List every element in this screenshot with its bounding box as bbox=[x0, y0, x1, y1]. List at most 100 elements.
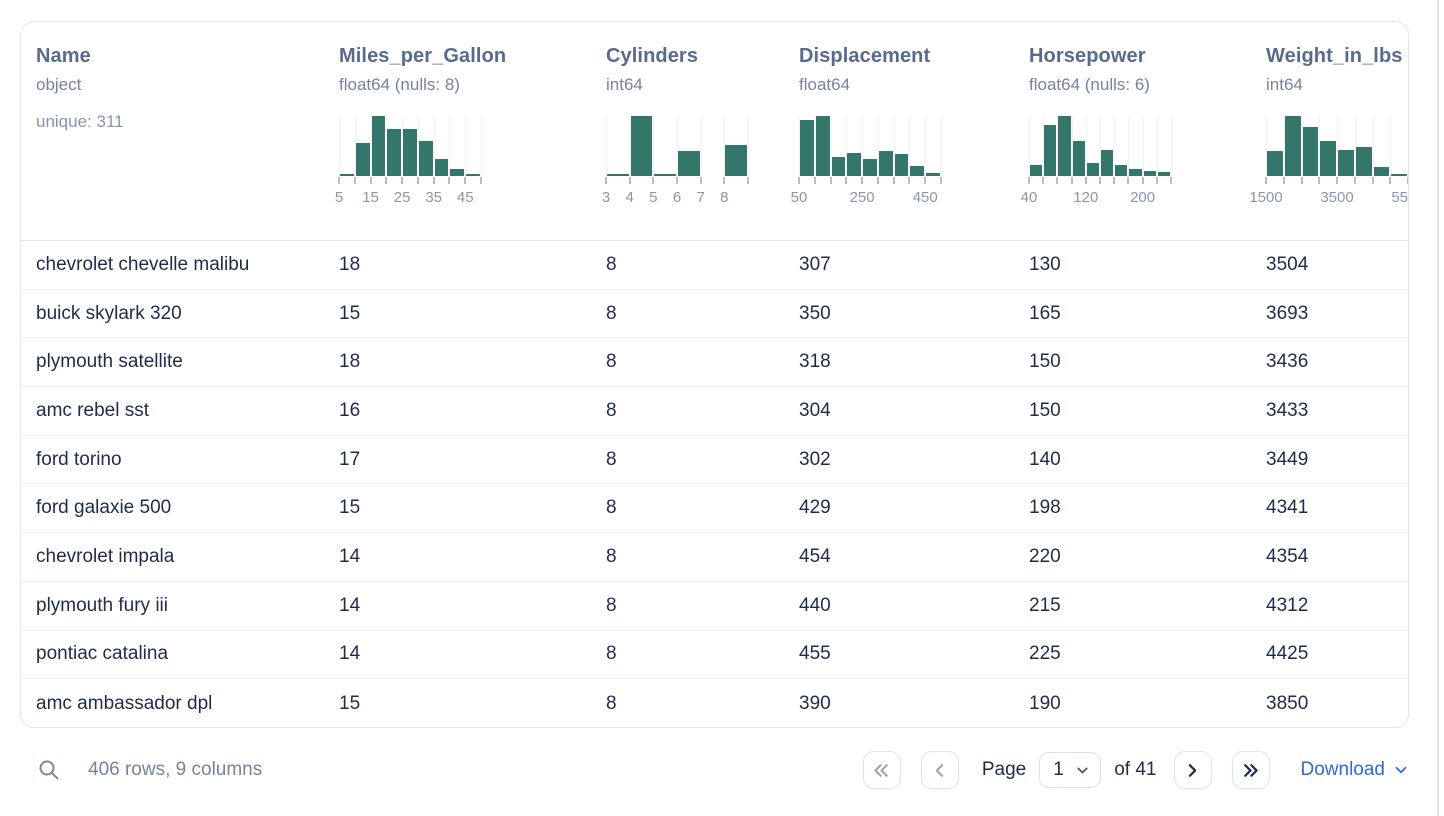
column-dtype: int64 bbox=[1266, 75, 1303, 94]
page-total-label: of 41 bbox=[1114, 759, 1157, 780]
hist-tick-label: 200 bbox=[1130, 189, 1156, 206]
histogram-gridline bbox=[925, 116, 927, 176]
hist-bar bbox=[847, 152, 862, 176]
histogram: 5 15 25 35 45 bbox=[335, 116, 482, 207]
hist-bar-slot bbox=[402, 116, 418, 176]
histogram-gridline bbox=[402, 116, 404, 176]
histogram-tick-labels: 50 250 450 bbox=[791, 189, 941, 207]
histogram-gridline bbox=[1372, 116, 1374, 176]
hist-bar bbox=[355, 143, 370, 176]
table-cell: 14 bbox=[339, 545, 361, 567]
table-cell: chevrolet chevelle malibu bbox=[36, 253, 250, 275]
histogram-gridline bbox=[1114, 116, 1116, 176]
table-cell: 455 bbox=[799, 643, 831, 665]
axis-tick bbox=[1265, 177, 1267, 184]
hist-bar-slot bbox=[339, 116, 355, 176]
axis-tick bbox=[1371, 177, 1374, 184]
column-title: Miles_per_Gallon bbox=[339, 45, 507, 67]
histogram-bars bbox=[606, 116, 748, 176]
hist-bar bbox=[1030, 165, 1043, 176]
histogram-gridline bbox=[1071, 116, 1073, 176]
axis-tick bbox=[338, 177, 340, 184]
hist-bar-slot bbox=[1284, 116, 1302, 176]
histogram-gridline bbox=[1142, 116, 1144, 176]
table-cell: 8 bbox=[606, 351, 617, 373]
column-title: Displacement bbox=[799, 45, 931, 67]
download-button[interactable]: Download bbox=[1301, 759, 1411, 781]
first-page-button[interactable] bbox=[862, 751, 901, 789]
hist-tick-label: 7 bbox=[696, 189, 705, 206]
histogram-plot bbox=[1266, 116, 1408, 176]
chevrons-right-icon bbox=[1244, 763, 1258, 777]
hist-bar-slot bbox=[894, 116, 910, 176]
axis-tick bbox=[1056, 177, 1059, 184]
axis-tick bbox=[723, 177, 726, 184]
histogram-gridline bbox=[1390, 116, 1392, 176]
column-title: Cylinders bbox=[606, 45, 699, 67]
column-header-weight-in-lbs[interactable]: Weight_in_lbs int64 1500 3500 5500 bbox=[1249, 45, 1408, 240]
table-cell: 215 bbox=[1029, 594, 1061, 616]
hist-bar-slot bbox=[465, 116, 481, 176]
histogram-gridline bbox=[877, 116, 879, 176]
hist-bar bbox=[1355, 147, 1372, 176]
hist-bar-slot bbox=[1373, 116, 1391, 176]
hist-bar bbox=[894, 154, 909, 176]
hist-tick-label: 25 bbox=[393, 189, 411, 206]
previous-page-button[interactable] bbox=[920, 751, 959, 789]
histogram-plot bbox=[606, 116, 749, 176]
table-cell: 3449 bbox=[1266, 448, 1309, 470]
table-cell: 8 bbox=[606, 545, 617, 567]
hist-tick-label: 40 bbox=[1020, 189, 1038, 206]
table-cell: ford torino bbox=[36, 448, 122, 470]
hist-tick-label: 50 bbox=[790, 189, 808, 206]
axis-tick bbox=[1300, 177, 1303, 184]
histogram-axis bbox=[1028, 176, 1172, 185]
histogram-tick-labels: 40 120 200 bbox=[1021, 189, 1171, 207]
histogram-gridline bbox=[1029, 116, 1030, 176]
hist-bar-slot bbox=[1390, 116, 1408, 176]
histogram-gridline bbox=[1171, 116, 1172, 176]
histogram-gridline bbox=[1266, 116, 1267, 176]
hist-bar-slot bbox=[815, 116, 831, 176]
axis-tick bbox=[416, 177, 419, 184]
hist-bar bbox=[607, 173, 629, 176]
table-cell: 4354 bbox=[1266, 545, 1309, 567]
page-select[interactable]: 1 bbox=[1039, 752, 1102, 788]
table-cell: 8 bbox=[606, 643, 617, 665]
table-cell: 350 bbox=[799, 302, 831, 324]
column-header-cylinders[interactable]: Cylinders int64 3 4 5 6 7 8 bbox=[602, 45, 799, 240]
column-header-horsepower[interactable]: Horsepower float64 (nulls: 6) 40 120 200 bbox=[1021, 45, 1266, 240]
download-label: Download bbox=[1300, 759, 1386, 780]
histogram-gridline bbox=[1085, 116, 1087, 176]
table-row: ford galaxie 500 15 8 429 198 4341 bbox=[21, 484, 1408, 534]
search-button[interactable] bbox=[37, 758, 61, 782]
next-page-button[interactable] bbox=[1173, 751, 1212, 789]
hist-bar bbox=[403, 129, 417, 176]
table-cell: 15 bbox=[339, 302, 361, 324]
axis-tick bbox=[605, 177, 607, 184]
histogram-gridline bbox=[1319, 116, 1321, 176]
table-body: chevrolet chevelle malibu 18 8 307 130 3504 bu… bbox=[21, 241, 1408, 727]
hist-bar-slot bbox=[434, 116, 450, 176]
chevron-down-icon bbox=[1395, 766, 1407, 774]
hist-bar-slot bbox=[1337, 116, 1355, 176]
column-header-name[interactable]: Name object unique: 311 bbox=[36, 45, 339, 240]
column-header-displacement[interactable]: Displacement float64 50 250 450 bbox=[791, 45, 1029, 240]
hist-bar bbox=[630, 116, 653, 176]
table-cell: 225 bbox=[1029, 643, 1061, 665]
table-cell: 429 bbox=[799, 497, 831, 519]
hist-bar-slot bbox=[878, 116, 894, 176]
hist-bar bbox=[450, 169, 465, 176]
hist-tick-label: 6 bbox=[672, 189, 682, 206]
last-page-button[interactable] bbox=[1231, 751, 1270, 789]
column-header-miles-per-gallon[interactable]: Miles_per_Gallon float64 (nulls: 8) 5 15 25 3… bbox=[335, 45, 606, 240]
histogram-gridline bbox=[465, 116, 467, 176]
footer-right: Page 1 of 41 Download bbox=[862, 751, 1411, 789]
hist-bar-slot bbox=[925, 116, 941, 176]
hist-bar bbox=[1129, 169, 1142, 176]
hist-bar-slot bbox=[1100, 116, 1114, 176]
hist-bar-slot bbox=[1143, 116, 1157, 176]
axis-tick bbox=[480, 177, 482, 184]
